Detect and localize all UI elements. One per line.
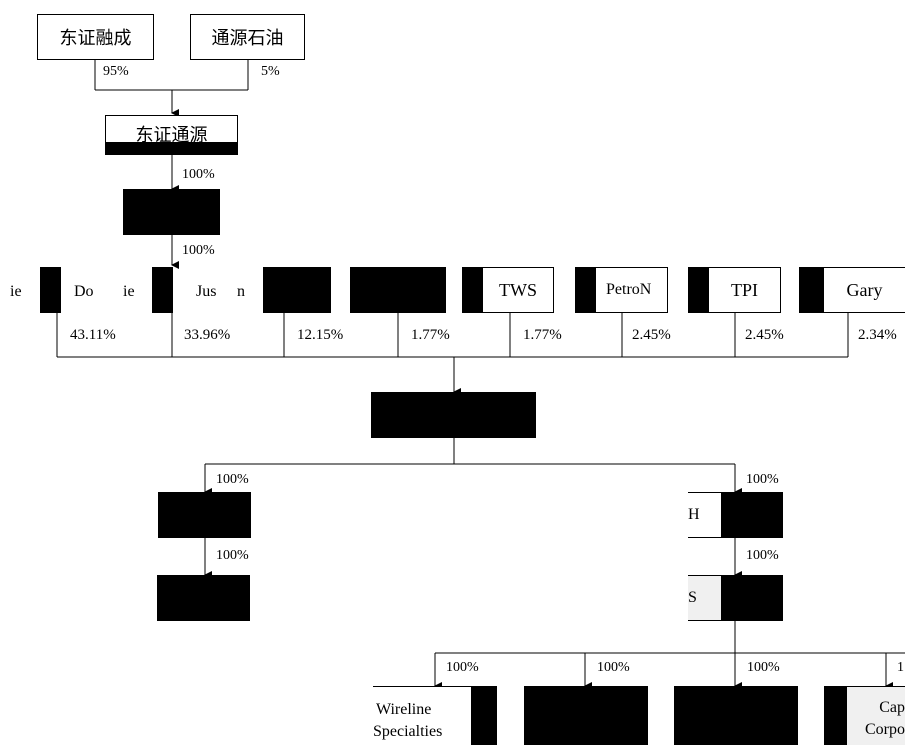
redacted-subsidiary-box xyxy=(157,575,250,621)
entity-label: Wireline xyxy=(376,701,432,718)
redaction-bar xyxy=(575,267,596,313)
subsidiary-box-cap-corpo: Cap Corpo xyxy=(847,686,905,745)
shareholder-box-tws: TWS xyxy=(483,267,554,313)
redacted-main-entity-box xyxy=(371,392,536,438)
ownership-percent: 43.11% xyxy=(70,327,116,343)
redacted-entity-box xyxy=(123,189,220,235)
ownership-percent: 100% xyxy=(746,548,779,563)
shareholder-label: ie xyxy=(123,283,135,300)
shareholder-box-gary: Gary xyxy=(824,267,905,313)
redacted-subsidiary-box xyxy=(158,492,251,538)
entity-label: 东证融成 xyxy=(59,28,132,48)
redacted-shareholder-box xyxy=(350,267,446,313)
subsidiary-box-s: S xyxy=(688,575,721,621)
entity-label: 通源石油 xyxy=(211,28,284,48)
shareholder-label: n xyxy=(237,283,245,300)
entity-label: Corpo xyxy=(865,721,905,738)
entity-label: S xyxy=(688,589,697,606)
redaction-bar xyxy=(152,267,173,313)
redaction-bar xyxy=(472,686,497,745)
redaction-bar xyxy=(721,575,783,621)
redaction-bar xyxy=(688,267,709,313)
ownership-percent: 2.45% xyxy=(745,327,784,343)
shareholder-box-tpi: TPI xyxy=(709,267,781,313)
redacted-subsidiary-box xyxy=(524,686,648,745)
ownership-percent: 12.15% xyxy=(297,327,344,343)
ownership-percent: 100% xyxy=(597,660,630,675)
shareholder-label: PetroN xyxy=(606,281,652,298)
ownership-percent: 100% xyxy=(216,472,249,487)
redacted-shareholder-box xyxy=(263,267,331,313)
ownership-percent: 100% xyxy=(216,548,249,563)
ownership-percent: 1.77% xyxy=(411,327,450,343)
shareholder-label: Jus xyxy=(196,283,217,300)
redaction-bar xyxy=(721,492,783,538)
redaction-bar xyxy=(462,267,483,313)
shareholder-box-petronet: PetroN xyxy=(596,267,668,313)
ownership-percent: 5% xyxy=(261,64,280,79)
shareholder-label: Gary xyxy=(846,279,883,300)
ownership-percent: 100% xyxy=(746,472,779,487)
entity-label: Specialties xyxy=(373,723,443,740)
ownership-percent: 95% xyxy=(103,64,129,79)
entity-label: Cap xyxy=(879,699,905,716)
shareholder-label: TWS xyxy=(499,279,537,300)
entity-label: 东证通源 xyxy=(135,125,208,145)
subsidiary-box-h: H xyxy=(688,492,721,538)
entity-box-tongyuan-petroleum: 通源石油 xyxy=(190,14,305,60)
ownership-percent: 1.77% xyxy=(523,327,562,343)
subsidiary-box-wireline-specialties: Wireline Specialties xyxy=(373,686,472,745)
ownership-percent: 100% xyxy=(446,660,479,675)
redaction-bar xyxy=(105,142,238,155)
shareholder-label: Do xyxy=(74,283,94,300)
redacted-subsidiary-box xyxy=(674,686,798,745)
ownership-percent: 100% xyxy=(182,243,215,258)
ownership-percent: 100% xyxy=(182,167,215,182)
redaction-bar xyxy=(40,267,61,313)
redaction-bar xyxy=(824,686,847,745)
redaction-bar xyxy=(799,267,824,313)
entity-box-dongzheng-rongcheng: 东证融成 xyxy=(37,14,154,60)
ownership-percent: 2.34% xyxy=(858,327,897,343)
shareholder-label: TPI xyxy=(731,279,758,300)
ownership-percent: 1 xyxy=(897,660,904,675)
ownership-percent: 100% xyxy=(747,660,780,675)
ownership-percent: 33.96% xyxy=(184,327,231,343)
entity-label: H xyxy=(688,506,700,523)
ownership-percent: 2.45% xyxy=(632,327,671,343)
shareholder-label: ie xyxy=(10,283,22,300)
